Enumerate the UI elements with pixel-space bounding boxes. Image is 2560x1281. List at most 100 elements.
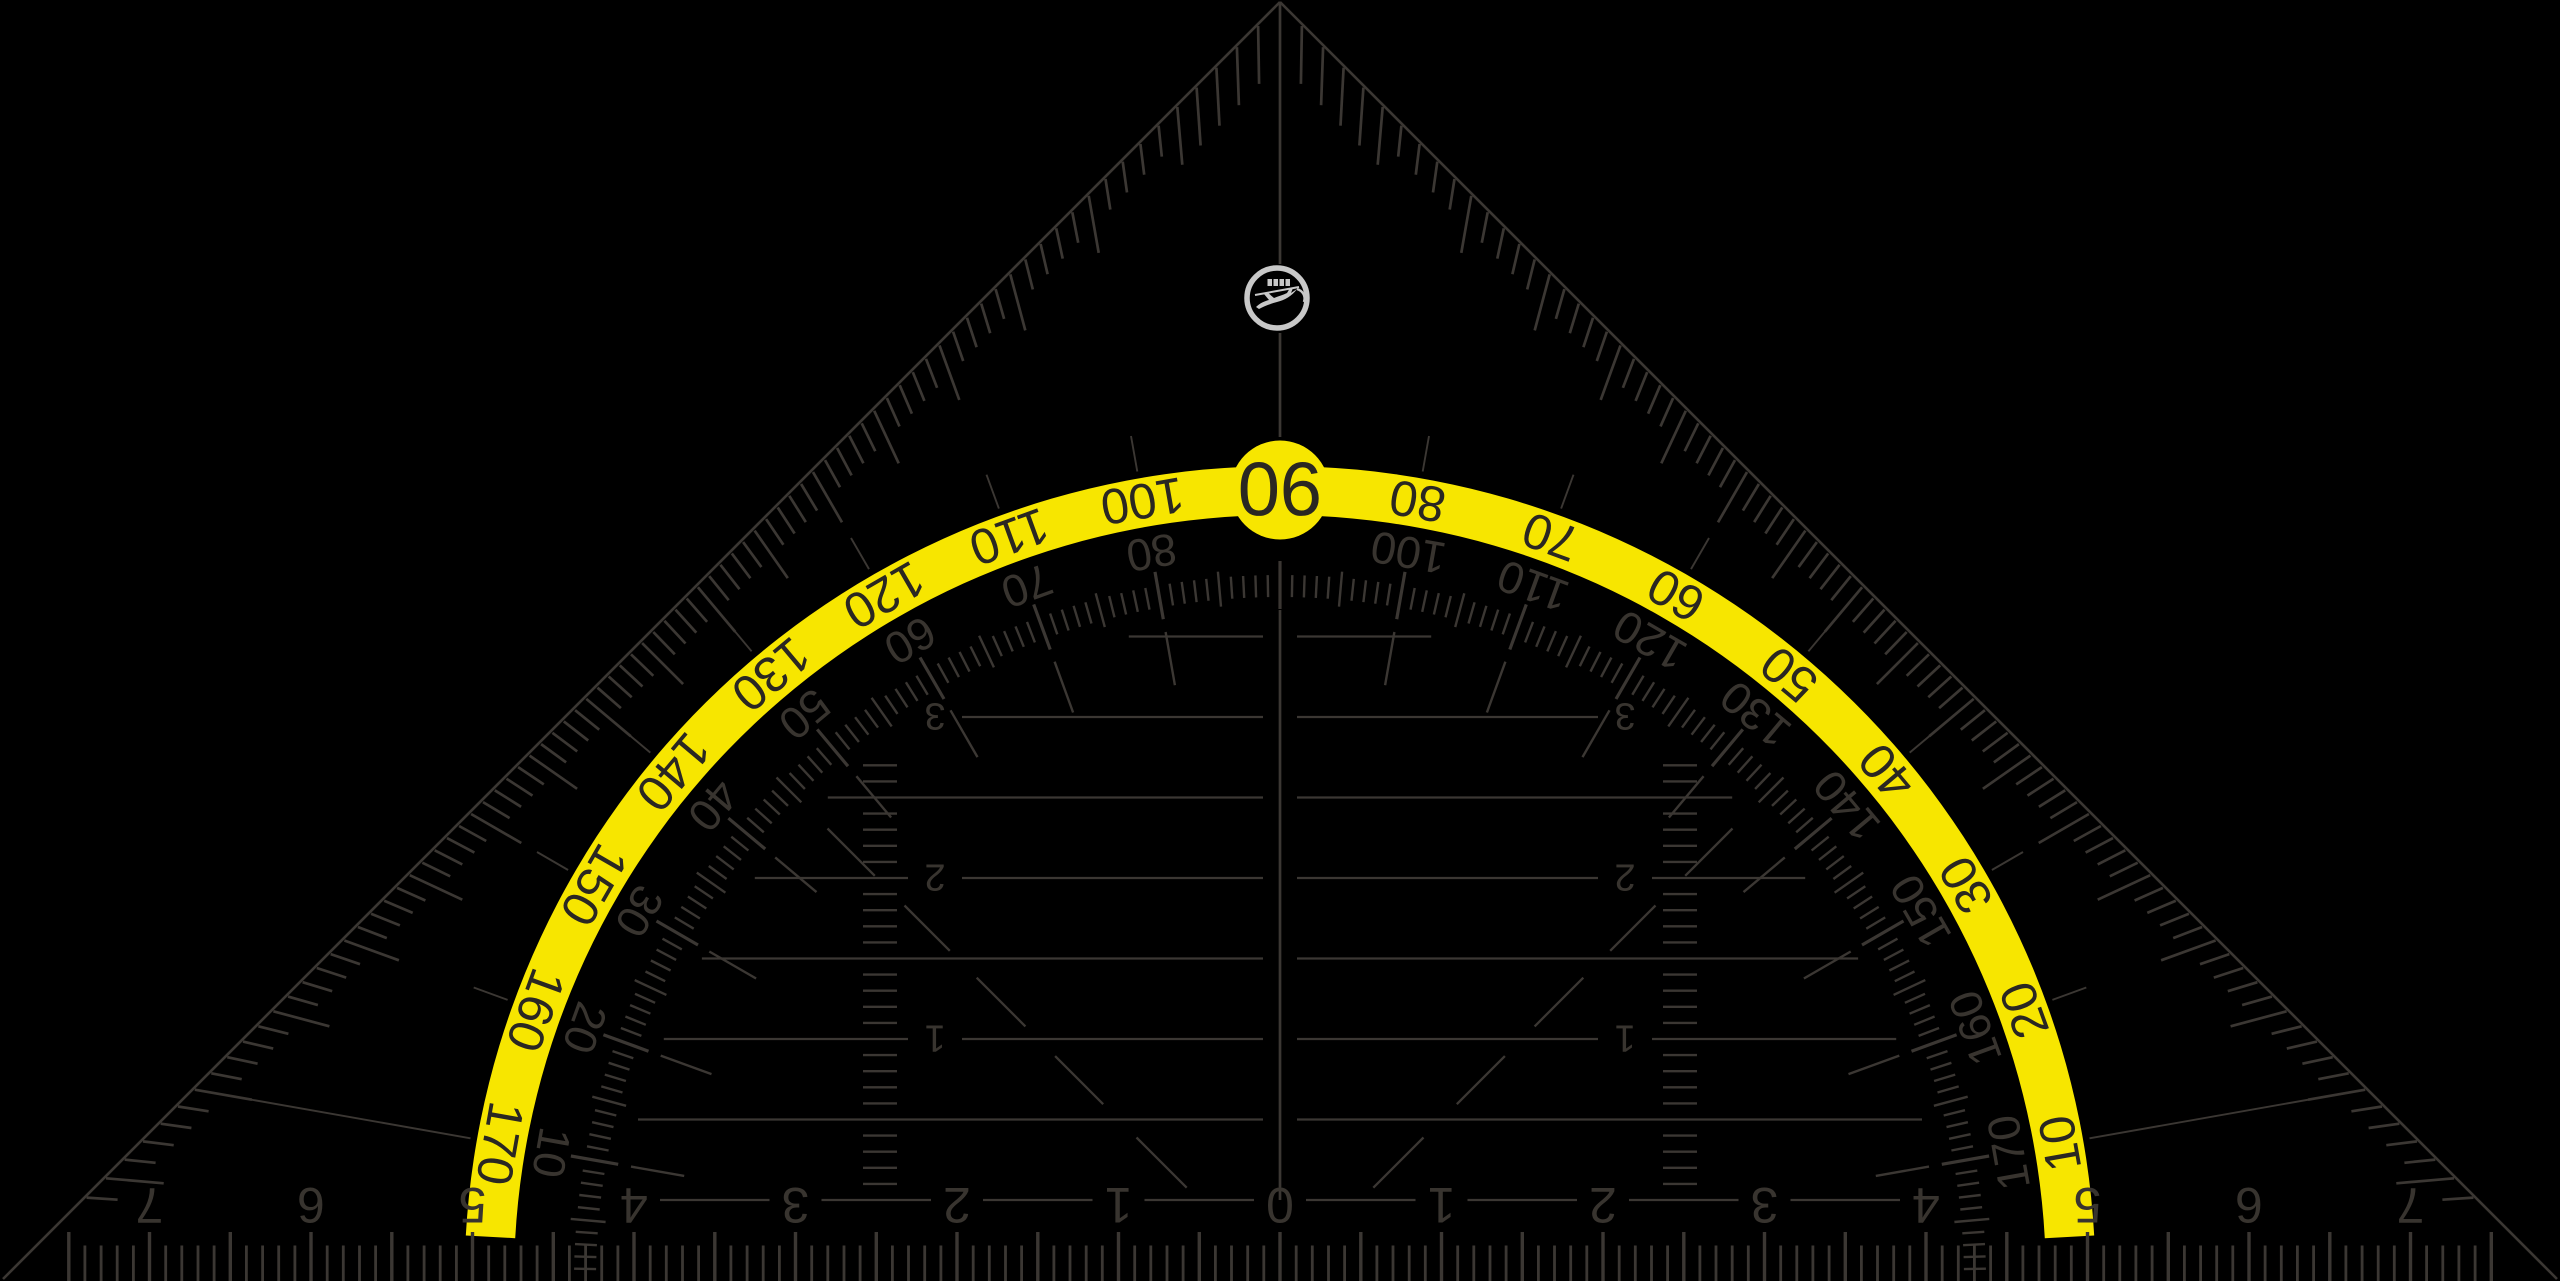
edge-tick [1927, 675, 1953, 699]
edge-tick [1808, 552, 1830, 580]
ring-tick [722, 845, 742, 861]
ring-tick [1727, 747, 1745, 766]
edge-tick [2172, 925, 2203, 940]
edge-tick [1659, 397, 1675, 427]
ring-tick [580, 1181, 603, 1187]
edge-tick [979, 303, 992, 334]
edge-tick [1396, 125, 1403, 157]
ring-tick [1432, 592, 1440, 615]
ruler-numbers: 7 6 5 4 3 2 1 0 1 2 3 4 5 6 7 [136, 1177, 2425, 1233]
edge-tick [2386, 1140, 2418, 1147]
edge-tick [663, 619, 687, 645]
ring-tick [936, 662, 950, 684]
edge-tick [1873, 619, 1897, 645]
edge-tick [898, 384, 914, 415]
angle-stub-line [2052, 986, 2087, 1001]
protractor-inner-label-80: 80 [1122, 523, 1180, 582]
edge-tick [273, 1009, 330, 1028]
ring-tick [708, 865, 728, 880]
edge-tick [872, 410, 900, 464]
edge-tick [1771, 529, 1807, 579]
ring-tick [680, 905, 701, 920]
ring-tick [579, 1193, 602, 1199]
edge-tick [1525, 259, 1537, 290]
ring-tick [1094, 592, 1106, 628]
edge-tick [1741, 483, 1761, 512]
ring-tick [1546, 630, 1558, 652]
edge-tick [1511, 243, 1521, 275]
angle-stub-line [1130, 435, 1139, 472]
edge-tick [2160, 939, 2217, 962]
edge-tick [1480, 212, 1490, 243]
edge-tick [2318, 1071, 2349, 1081]
edge-tick [86, 1196, 118, 1202]
edge-tick [1121, 161, 1129, 193]
ruler-number-right-5: 5 [2074, 1177, 2102, 1233]
edge-tick [1554, 288, 1566, 320]
ring-tick [1153, 571, 1165, 620]
ring-tick [602, 1033, 650, 1053]
inner-stub [1485, 661, 1507, 713]
ring-tick [608, 1061, 630, 1071]
ruler-number-left-2: 2 [943, 1177, 971, 1233]
ruler-number-0: 0 [1266, 1177, 1294, 1233]
edge-tick [1599, 344, 1622, 401]
ring-tick [1444, 595, 1452, 618]
ring-tick [1314, 575, 1319, 598]
edge-tick [2368, 1122, 2400, 1130]
edge-tick [1660, 410, 1688, 464]
ring-tick [1241, 575, 1246, 598]
ring-tick [1120, 592, 1128, 615]
edge-tick [2351, 1105, 2383, 1113]
protractor-outer-label-80: 80 [1385, 469, 1450, 534]
edge-tick [482, 800, 511, 820]
edge-tick [1175, 106, 1184, 165]
angle-stub-line [985, 474, 1000, 509]
ring-tick [1072, 605, 1082, 628]
ring-tick [1651, 688, 1666, 708]
diagonal-45-segment [1135, 1136, 1188, 1189]
edge-tick [505, 777, 534, 797]
inner-stub [1803, 950, 1852, 980]
ring-tick [1955, 1169, 1978, 1176]
ring-tick [1943, 1109, 1966, 1117]
angle-stub-line [1909, 728, 1938, 754]
ring-tick [1787, 807, 1806, 825]
ring-tick [1909, 1003, 1931, 1015]
edge-tick [1884, 631, 1908, 656]
ring-tick [1490, 609, 1500, 631]
protractor-outer-label-100: 100 [1096, 466, 1188, 536]
edge-tick [823, 459, 842, 488]
ring-tick [574, 1242, 597, 1247]
edge-tick [2159, 912, 2190, 927]
edge-tick [2404, 1158, 2436, 1165]
ruler-number-right-6: 6 [2235, 1177, 2263, 1233]
ring-tick [1910, 1033, 1958, 1053]
edge-tick [396, 886, 426, 902]
edge-tick [124, 1158, 156, 1165]
edge-tick [383, 899, 414, 915]
ring-tick [894, 688, 909, 708]
edge-tick [1875, 642, 1919, 686]
ring-tick [696, 871, 727, 894]
edge-tick [1695, 435, 1712, 464]
ring-tick [586, 1145, 609, 1152]
logo-lettermark [1267, 279, 1272, 286]
ring-tick [947, 657, 960, 678]
diagonal-45-segment [826, 827, 876, 877]
edge-tick [2015, 765, 2043, 786]
edge-tick [1039, 243, 1049, 275]
inner-stub [949, 709, 979, 758]
inner-stub [774, 856, 818, 894]
edge-tick [1683, 422, 1700, 452]
ring-tick [570, 1154, 619, 1166]
ring-tick [1957, 1181, 1980, 1187]
edge-tick [1797, 541, 1818, 568]
logo-lettermark [1285, 279, 1290, 286]
ring-tick [884, 695, 899, 715]
edge-tick [753, 529, 789, 579]
triangle-right-edge [1279, 1, 2558, 1280]
edge-tick [1981, 731, 2009, 753]
ring-tick [1913, 1015, 1936, 1026]
angle-extension-line [2089, 1089, 2363, 1140]
